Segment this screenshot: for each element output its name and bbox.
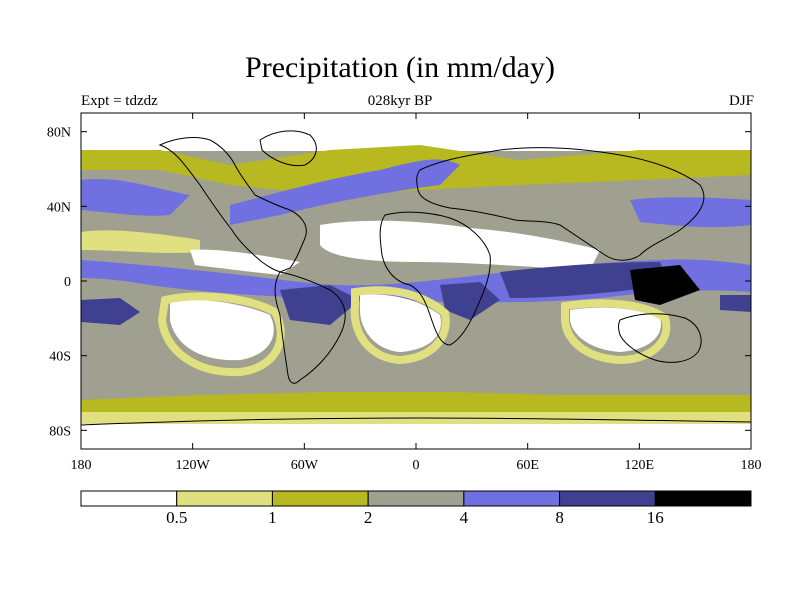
indian-ocean-wet-area (500, 262, 670, 298)
colorbar-swatch (367, 490, 465, 507)
colorbar-label: 2 (364, 508, 373, 527)
colorbar-label: 0.5 (166, 508, 187, 527)
north-pacific-subtropic-band (81, 230, 200, 253)
colorbar-swatch (80, 490, 178, 507)
maritime-continent-max (630, 265, 700, 305)
colorbar-label: 16 (647, 508, 664, 527)
experiment-label: Expt = tdzdz (81, 93, 158, 109)
south-america-outline (274, 271, 346, 384)
longitude-label: 60W (291, 458, 319, 473)
season-label: DJF (728, 93, 754, 109)
africa-outline (379, 211, 491, 346)
colorbar-swatch (271, 490, 369, 507)
north-america-outline (158, 137, 307, 273)
colorbar-swatch (463, 490, 561, 507)
colorbar-label: 8 (555, 508, 564, 527)
longitude-labels: 180 120W 60W 0 60E 120E 180 (71, 458, 762, 473)
longitude-label: 120W (176, 458, 211, 473)
greenland-outline (259, 130, 317, 167)
coastlines (81, 130, 751, 426)
longitude-label: 120E (625, 458, 655, 473)
indian-ocean-dry-area (570, 307, 661, 352)
latitude-labels: 80N 40N 0 40S 80S (47, 126, 71, 440)
latitude-label: 40S (49, 350, 71, 365)
east-edge-dark-area (720, 295, 751, 312)
period-label: 028kyr BP (367, 93, 433, 109)
colorbar-labels: 0.5 1 2 4 8 16 (166, 508, 664, 527)
colorbar-swatch (654, 490, 752, 507)
colorbar-swatch (176, 490, 273, 507)
axis-ticks (80, 113, 752, 449)
colorbar-label: 4 (460, 508, 469, 527)
southeast-pacific-dry-area (170, 299, 274, 361)
congo-wet-area (440, 282, 500, 320)
australia-outline (618, 313, 702, 363)
colorbar (80, 490, 752, 507)
longitude-label: 180 (741, 458, 762, 473)
map-title: Precipitation (in mm/day) (245, 51, 555, 84)
latitude-label: 40N (47, 200, 71, 215)
west-pacific-storm-track (630, 197, 751, 228)
south-atlantic-ring (350, 286, 450, 365)
north-pacific-storm-track (81, 178, 190, 216)
eurasia-outline (416, 147, 705, 261)
arctic-dry-area (81, 113, 751, 151)
precipitation-field (81, 113, 751, 449)
indian-ocean-ring (561, 299, 671, 365)
colorbar-swatch (559, 490, 656, 507)
amazon-wet-area (280, 285, 360, 325)
south-pacific-convergence-dark (81, 298, 140, 325)
latitude-label: 80S (49, 424, 71, 439)
longitude-label: 180 (71, 458, 92, 473)
south-atlantic-dry-area (360, 294, 441, 352)
sahara-arabia-dry-area (320, 220, 600, 270)
longitude-label: 0 (413, 458, 420, 473)
latitude-label: 0 (64, 275, 71, 290)
southeast-pacific-ring (157, 292, 285, 377)
latitude-label: 80N (47, 126, 71, 141)
colorbar-label: 1 (268, 508, 277, 527)
antarctica-outline (81, 417, 751, 426)
longitude-label: 60E (516, 458, 539, 473)
